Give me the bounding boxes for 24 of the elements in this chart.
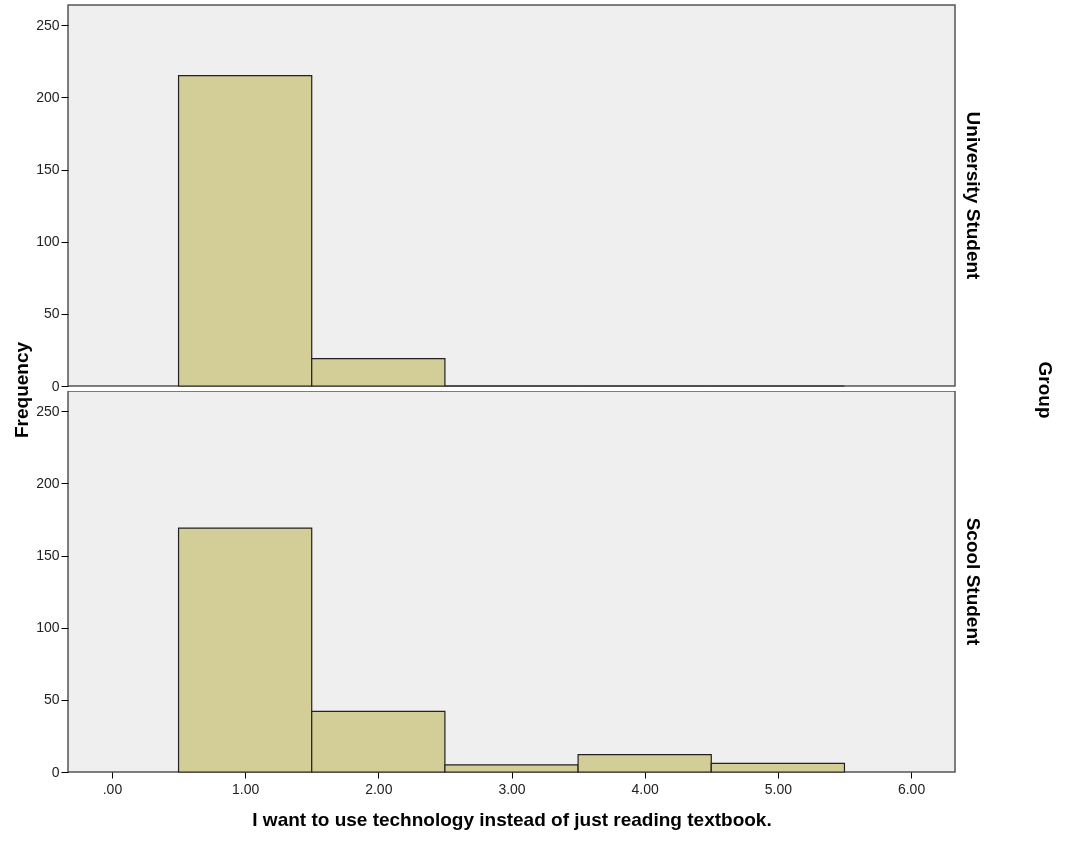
text: Group [1034, 361, 1056, 419]
y-tick-label: 100 [36, 619, 60, 636]
y-tick-label: 100 [36, 233, 60, 250]
x-tick-label: 2.00 [365, 780, 393, 797]
x-tick-label: 5.00 [764, 780, 793, 797]
y-tick-label: 0 [51, 763, 60, 780]
x-tick-label: .00 [102, 780, 123, 797]
y-tick-label: 250 [36, 16, 60, 33]
y-tick-label: 150 [36, 547, 60, 564]
x-tick-label: 6.00 [897, 780, 926, 797]
y-tick-label: 200 [36, 88, 60, 105]
x-tick-label: 3.00 [498, 780, 526, 797]
x-axis-title: I want to use technology instead of just reading textbook. [252, 808, 772, 830]
text: University Student [963, 111, 984, 281]
y-tick-label: 50 [43, 305, 60, 322]
y-tick-label: 200 [36, 474, 60, 491]
y-tick-label: 150 [36, 161, 60, 178]
y-tick-label: 50 [43, 691, 60, 708]
y-tick-label: 250 [36, 402, 60, 419]
text: Scool Student [963, 517, 984, 647]
y-tick-label: 0 [51, 377, 60, 394]
x-tick-label: 4.00 [631, 780, 660, 797]
x-tick-label: 1.00 [232, 780, 260, 797]
y-axis-title: Frequency [11, 341, 33, 439]
